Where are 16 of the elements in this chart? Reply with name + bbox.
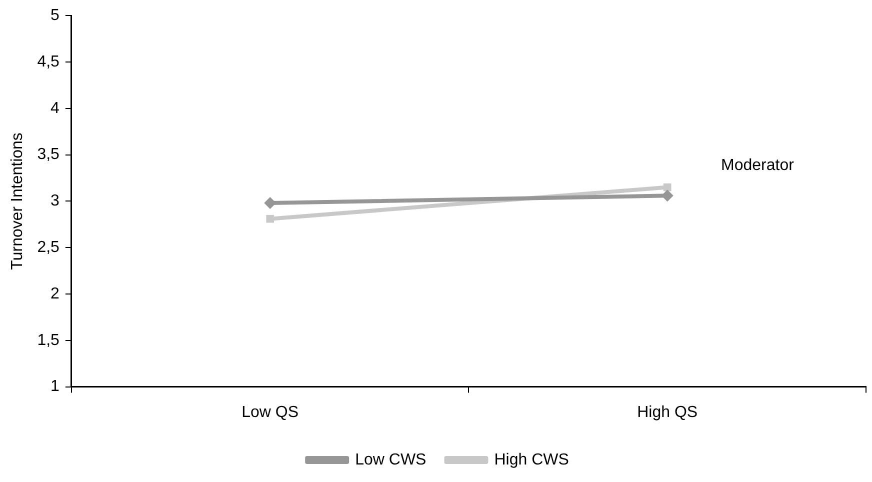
legend-label: Low CWS: [355, 451, 426, 468]
y-axis-title: Turnover Intentions: [9, 132, 26, 270]
point: [266, 214, 274, 223]
y-tick-label: 2,5: [37, 239, 60, 256]
y-tick-label: 3,5: [37, 146, 60, 164]
y-tick-label: 4: [50, 100, 60, 117]
y-tick-label: 4,5: [37, 53, 60, 70]
annotation: Moderator: [721, 157, 795, 174]
y-tick-label: 5: [50, 7, 60, 24]
y-tick-label: 1,5: [37, 332, 60, 349]
y-tick-label: 1: [50, 378, 60, 396]
y-tick-label: 3: [50, 192, 60, 210]
legend-label: High CWS: [494, 451, 569, 468]
x-tick-label: Low QS: [242, 404, 299, 421]
y-tick-label: 2: [50, 285, 60, 302]
x-tick-label: High QS: [637, 404, 698, 421]
